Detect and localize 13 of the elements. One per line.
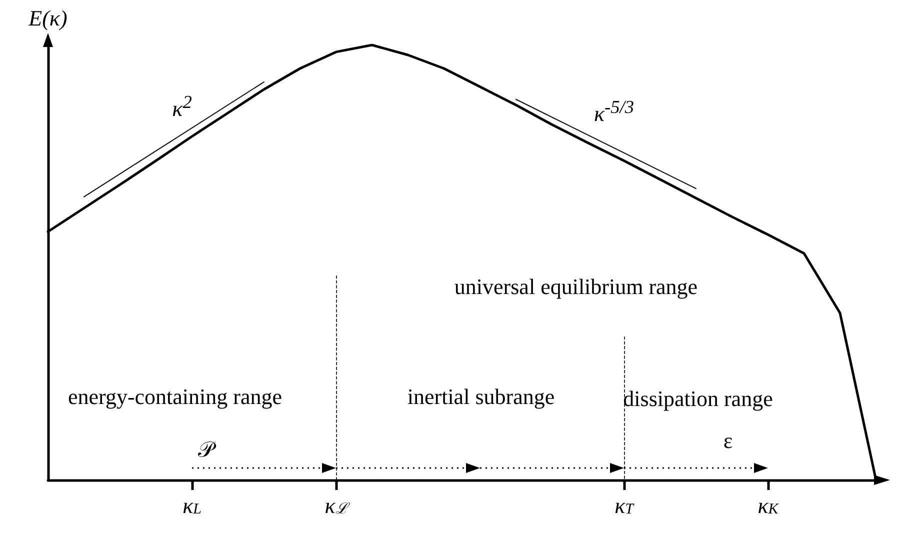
x-tick-label: κK: [758, 493, 780, 518]
annotation: inertial subrange: [407, 384, 555, 410]
annotation: ε: [723, 428, 733, 454]
annotation: universal equilibrium range: [454, 274, 698, 300]
series-label: κ$^{2}$: [172, 92, 192, 123]
annotation: dissipation range: [623, 386, 773, 412]
y-axis-title: E(κ): [28, 6, 68, 30]
x-tick-label: κT: [614, 493, 636, 518]
x-tick-label: κℒ: [324, 493, 350, 518]
annotation: 𝒫: [198, 437, 214, 463]
x-tick-label: κL: [182, 493, 202, 518]
series-label: κ$^{-5/3}$: [594, 96, 634, 128]
annotation: energy-containing range: [68, 384, 282, 410]
